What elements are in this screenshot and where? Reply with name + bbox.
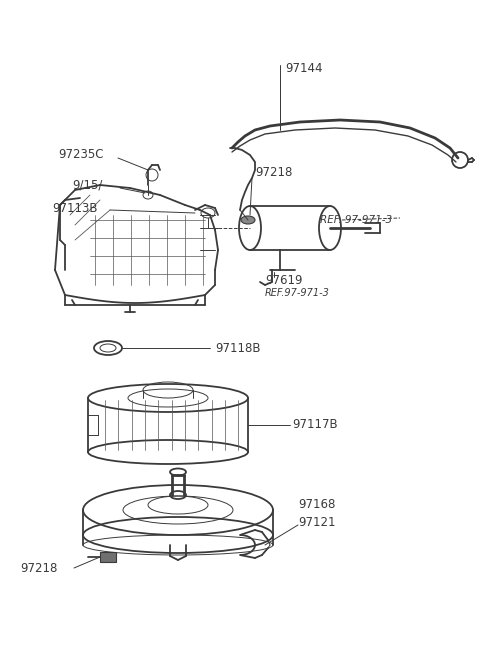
Text: 97117B: 97117B	[292, 419, 337, 432]
Text: REF. 97-971-3: REF. 97-971-3	[320, 215, 392, 225]
Ellipse shape	[241, 216, 255, 224]
Text: 97121: 97121	[298, 516, 336, 528]
Text: 97619: 97619	[265, 273, 302, 286]
Text: REF.97-971-3: REF.97-971-3	[265, 288, 330, 298]
Text: 97118B: 97118B	[215, 342, 261, 355]
Text: 97218: 97218	[255, 166, 292, 179]
Text: 97218: 97218	[20, 562, 58, 574]
Text: 97235C: 97235C	[58, 148, 104, 162]
Bar	[100, 552, 116, 562]
Text: 9/15/: 9/15/	[72, 179, 102, 191]
Text: 97168: 97168	[298, 499, 336, 512]
Text: 97113B: 97113B	[52, 202, 97, 214]
Text: 97144: 97144	[285, 62, 323, 74]
